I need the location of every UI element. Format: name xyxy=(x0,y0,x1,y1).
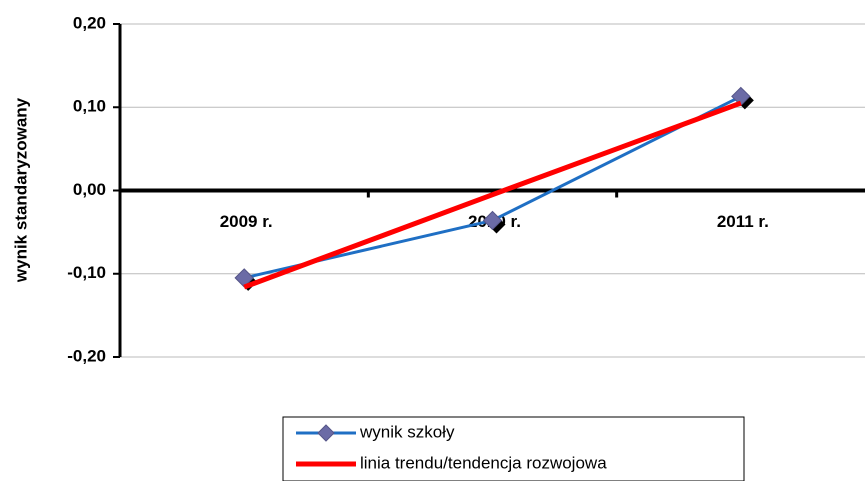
y-axis-label: wynik standaryzowany xyxy=(11,97,30,283)
y-tick-label: 0,00 xyxy=(73,180,106,199)
y-tick-label: 0,20 xyxy=(73,13,106,32)
x-tick-label: 2009 r. xyxy=(220,212,273,231)
x-tick-label: 2011 r. xyxy=(717,212,769,231)
y-tick-label: 0,10 xyxy=(73,97,106,116)
series-line xyxy=(243,100,742,290)
y-tick-label: -0,10 xyxy=(67,263,106,282)
series-line xyxy=(243,95,742,280)
legend-marker xyxy=(317,424,335,442)
legend-label: wynik szkoły xyxy=(359,422,455,441)
y-tick-label: -0,20 xyxy=(67,346,106,365)
legend-label: linia trendu/tendencja rozwojowa xyxy=(360,453,607,472)
marker xyxy=(482,210,503,231)
legend-box xyxy=(282,416,745,482)
